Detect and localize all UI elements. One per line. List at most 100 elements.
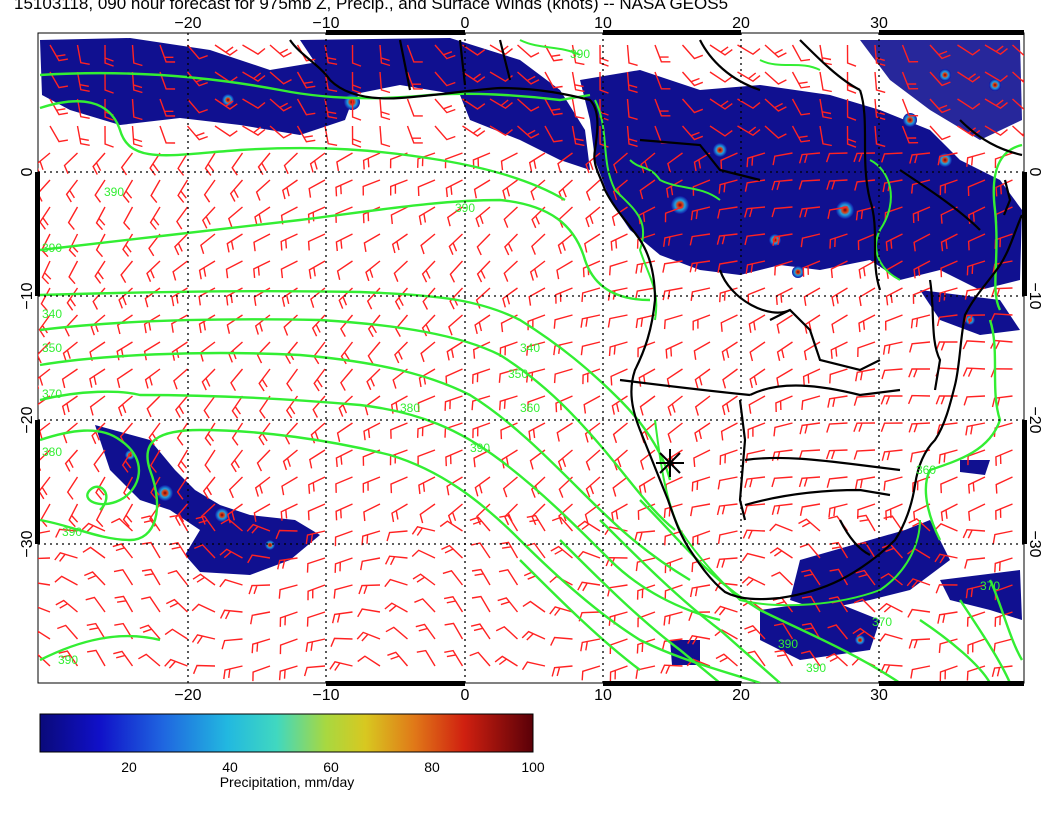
wind-barb [89,368,106,388]
wind-barb [379,44,391,67]
wind-barb [965,584,986,599]
wind-barb [692,314,711,331]
wind-barb [307,206,326,224]
wind-barb [258,368,271,392]
wind-barb [86,649,106,667]
wind-barb [802,260,821,277]
wind-barb [195,515,216,532]
wind-barb [716,233,738,245]
wind-barb [143,314,161,334]
wind-barb [167,569,189,586]
wind-barb [214,98,238,110]
wind-barb [744,624,766,640]
wind-barb [881,449,903,461]
wind-barb [635,314,656,329]
wind-barb [580,314,601,328]
wind-barb [544,71,563,89]
wind-barb [748,314,766,333]
wind-barb [39,206,51,230]
wind-barb [503,206,518,228]
wind-barb [253,260,271,278]
wind-barb [799,422,821,435]
wind-barb [968,503,986,521]
wind-barb [123,206,134,231]
wind-barb [994,557,1013,573]
wind-barb [473,179,491,199]
wind-barb [576,550,601,559]
wind-barb [798,449,821,460]
wind-barb [361,530,381,546]
wind-barb [599,98,609,121]
wind-barb [246,523,271,534]
wind-barb [831,314,848,334]
wind-barb [857,341,876,358]
wind-barb [177,449,189,473]
wind-barb [666,368,683,388]
wind-barb [775,395,793,413]
wind-barb [395,314,409,337]
wind-barb [495,625,518,640]
wind-barb [489,98,513,110]
wind-barb [853,449,876,460]
wind-barb [472,422,491,439]
wind-barb [55,528,78,538]
wind-barb [247,554,271,564]
wind-barb [737,44,761,56]
wind-barb [40,287,51,312]
wind-barb [774,260,793,276]
wind-barb [444,649,464,667]
wind-barb [721,395,738,416]
wind-barb [418,206,436,226]
wind-barb [744,233,766,246]
wind-barb [599,71,609,94]
wind-barb [76,44,90,65]
wind-barb [121,449,134,473]
wind-barb [223,665,243,680]
wind-barb [173,368,188,390]
wind-barb [41,260,52,285]
wind-barb [86,622,106,640]
wind-barb [93,449,106,473]
wind-barb [720,314,738,332]
wind-barb [366,368,381,391]
wind-barb [159,71,176,90]
wind-barb [120,152,134,176]
wind-barb [38,653,51,667]
wind-barb [635,557,656,572]
wind-barb [826,179,848,190]
wind-barb [846,44,857,67]
wind-barb [391,233,408,254]
wind-barb [439,520,463,532]
wind-barb [351,71,362,94]
wind-barb [406,125,423,144]
wind-barb [798,518,821,532]
wind-barb [139,624,161,640]
wind-barb [636,233,656,249]
wind-barb [38,368,51,389]
wind-barb [827,624,849,640]
wind-barb [474,314,491,335]
wind-barb [626,125,638,148]
wind-barb [231,152,244,176]
wind-barb [825,152,848,163]
wind-barb [555,287,573,304]
wind-barb [499,514,519,532]
contour-label: 360 [916,463,936,477]
wind-barb [661,638,683,651]
wind-barb [471,542,491,559]
wind-barb [720,152,738,170]
wind-barb [228,476,243,499]
wind-barb [531,206,546,229]
wind-barb [256,341,271,364]
wind-barb [639,395,656,416]
wind-barb [709,125,733,137]
wind-barb [798,476,821,488]
wind-barb [694,395,711,416]
wind-barb [252,665,271,682]
wind-barb [771,206,793,218]
wind-barb [444,152,463,169]
wind-barb [502,287,518,308]
wind-barb [829,233,848,249]
wind-barb [365,260,381,282]
wind-barb [313,368,326,392]
